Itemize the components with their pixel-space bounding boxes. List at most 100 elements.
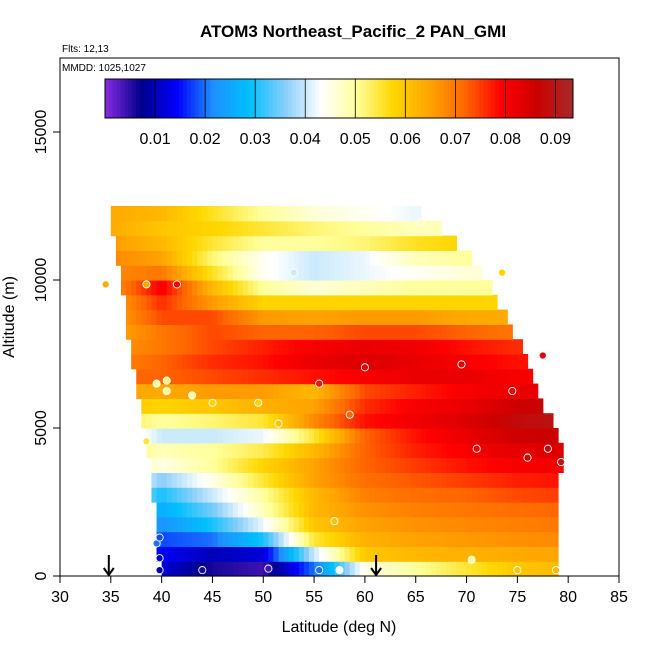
heatmap-cell [532, 561, 539, 577]
heatmap-cell [171, 294, 178, 311]
heatmap-cell [461, 383, 468, 399]
heatmap-cell [242, 502, 249, 518]
colorbar-segment [495, 79, 500, 118]
heatmap-cell [405, 546, 412, 562]
heatmap-cell [131, 354, 137, 370]
heatmap-cell [410, 324, 417, 340]
heatmap-cell [430, 220, 437, 237]
heatmap-cell [293, 472, 300, 488]
heatmap-cell [181, 428, 188, 444]
heatmap-cell [364, 442, 371, 459]
heatmap-cell [314, 442, 320, 459]
heatmap-cell [354, 206, 361, 222]
heatmap-cell [527, 487, 534, 503]
heatmap-cell [430, 502, 437, 518]
heatmap-cell [354, 428, 361, 444]
heatmap-cell [344, 561, 351, 577]
heatmap-cell [263, 309, 269, 325]
heatmap-cell [319, 531, 325, 547]
heatmap-cell [349, 383, 356, 399]
heatmap-cell [141, 383, 147, 399]
heatmap-cell [324, 516, 330, 533]
heatmap-cell [293, 309, 300, 325]
heatmap-cell [512, 546, 518, 562]
sample-marker [152, 379, 161, 388]
heatmap-cell [146, 368, 153, 385]
heatmap-cell [314, 487, 320, 503]
heatmap-cell [481, 502, 488, 518]
heatmap-cell [293, 516, 300, 533]
heatmap-cell [517, 383, 524, 399]
sample-marker [188, 391, 197, 400]
heatmap-cell [161, 516, 168, 533]
heatmap-cell [512, 339, 518, 355]
heatmap-cell [400, 546, 407, 562]
heatmap-cell [486, 413, 493, 429]
heatmap-cell [522, 472, 529, 488]
heatmap-cell [232, 354, 239, 370]
colorbar-segment [444, 79, 449, 118]
heatmap-cell [344, 487, 351, 503]
x-tick-label: 60 [356, 589, 374, 606]
heatmap-cell [324, 398, 330, 414]
heatmap-cell [364, 339, 371, 355]
heatmap-cell [415, 383, 422, 399]
colorbar-segment [225, 79, 231, 118]
heatmap-cell [456, 339, 463, 355]
sample-marker [523, 453, 532, 462]
heatmap-cell [166, 516, 173, 533]
heatmap-cell [375, 516, 381, 533]
heatmap-cell [430, 324, 437, 340]
heatmap-cell [263, 206, 269, 222]
heatmap-cell [288, 442, 295, 459]
heatmap-cell [136, 324, 142, 340]
heatmap-cell [527, 368, 534, 385]
heatmap-cell [136, 280, 142, 296]
sample-markers [101, 218, 566, 575]
heatmap-cell [237, 383, 244, 399]
heatmap-cell [466, 428, 473, 444]
heatmap-cell [385, 250, 391, 266]
heatmap-cell [298, 235, 305, 251]
heatmap-cell [532, 383, 539, 399]
heatmap-cell [293, 383, 300, 399]
heatmap-cell [415, 516, 422, 533]
heatmap-cell [502, 383, 508, 399]
heatmap-cell [395, 487, 402, 503]
heatmap-cell [436, 368, 442, 385]
heatmap-cell [364, 294, 371, 311]
heatmap-cell [197, 457, 203, 473]
heatmap-cell [278, 354, 285, 370]
heatmap-cell [537, 487, 544, 503]
heatmap-cell [273, 294, 280, 311]
heatmap-cell [283, 235, 290, 251]
colorbar-segment [385, 79, 391, 118]
heatmap-cell [436, 531, 442, 547]
sample-marker [101, 280, 110, 289]
heatmap-cell [476, 546, 483, 562]
heatmap-cell [405, 428, 412, 444]
heatmap-cell [512, 487, 518, 503]
heatmap-cell [314, 235, 320, 251]
colorbar-segment [526, 79, 531, 118]
heatmap-cell [369, 442, 376, 459]
heatmap-cell [151, 324, 158, 340]
heatmap-cell [400, 265, 407, 281]
colorbar-segment [452, 79, 457, 118]
heatmap-cell [176, 309, 183, 325]
heatmap-cell [497, 516, 503, 533]
heatmap-cell [146, 428, 153, 444]
heatmap-cell [329, 531, 336, 547]
heatmap-cell [425, 309, 432, 325]
heatmap-cell [344, 472, 351, 488]
heatmap-cell [476, 339, 483, 355]
heatmap-cell [126, 309, 132, 325]
colorbar-segment [405, 79, 410, 118]
heatmap-cell [227, 220, 234, 237]
heatmap-cell [502, 502, 508, 518]
heatmap-cell [288, 368, 295, 385]
heatmap-cell [364, 368, 371, 385]
colorbar-tick-label: 0.04 [290, 131, 321, 148]
colorbar-segment [210, 79, 215, 118]
heatmap-cell [242, 428, 249, 444]
